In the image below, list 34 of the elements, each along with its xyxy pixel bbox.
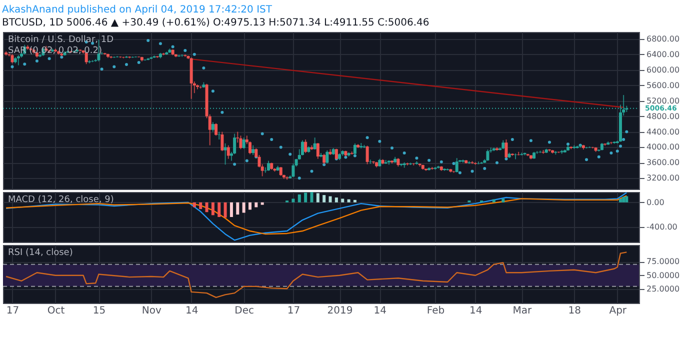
x-tick-label: Oct (47, 306, 65, 316)
annotation: Bitcoin / U.S. Dollar, 1D (8, 35, 114, 45)
annotation: MACD (12, 26, close, 9) (8, 195, 114, 205)
y-tick-label: 4800.00 (646, 112, 680, 121)
x-tick-label: Nov (142, 306, 162, 316)
chart-title: AkashAnand published on April 04, 2019 17:42:20 IST (2, 4, 273, 16)
y-tick-label: -400.00 (646, 222, 678, 232)
x-tick-label: 18 (568, 306, 582, 316)
y-tick-label: 6400.00 (646, 50, 680, 59)
y-tick-label: 5600.00 (646, 80, 680, 90)
x-tick-label: Dec (234, 306, 254, 316)
x-tick-label: 14 (185, 306, 198, 316)
x-tick-label: 15 (92, 306, 106, 316)
annotation: RSI (14, close) (8, 248, 73, 258)
y-tick-label: 4400.00 (646, 127, 680, 136)
y-tick-label: 50.0000 (646, 270, 680, 280)
y-tick-label: 6000.00 (646, 65, 680, 74)
x-tick-label: Apr (609, 306, 628, 316)
x-tick-label: 14 (470, 306, 482, 316)
x-tick-label: 17 (6, 306, 20, 316)
y-tick-label: 4000.00 (646, 142, 680, 152)
y-tick-label: 3200.00 (646, 174, 680, 183)
y-tick-label: 3600.00 (646, 158, 680, 168)
y-tick-label: 6800.00 (646, 34, 680, 44)
y-tick-label: 25.0000 (646, 284, 680, 294)
x-tick-label: Mar (512, 306, 532, 316)
y-tick-label: 0.00 (646, 198, 664, 207)
y-tick-label: 75.0000 (646, 257, 680, 266)
chart-subtitle: BTCUSD, 1D 5006.46 ▲ +30.49 (+0.61%) O:4975.13 H:5071.34 L:4911.55 C:5006.46 (2, 18, 430, 28)
x-tick-label: Feb (426, 306, 445, 316)
x-tick-label: 14 (374, 306, 387, 316)
y-tick-label: 5200.00 (646, 96, 680, 106)
x-tick-label: 2019 (327, 306, 353, 316)
x-tick-label: 17 (287, 306, 300, 316)
